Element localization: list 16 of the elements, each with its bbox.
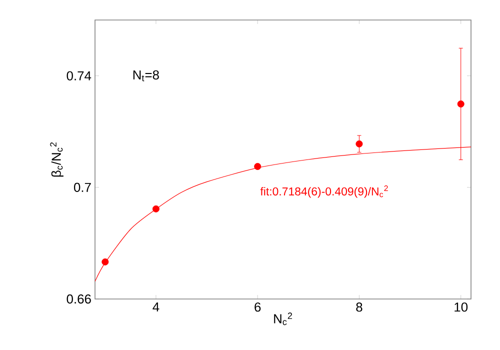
- annotation: fit:0.7184(6)-0.409(9)/N$_{c}$2: [260, 185, 388, 198]
- point: [457, 100, 464, 108]
- x-tick-label: 8: [356, 302, 362, 312]
- y-tick-label: 0.7: [74, 182, 91, 192]
- x-axis-title: N$_{c}$2: [274, 312, 292, 326]
- x-tick-label: 6: [254, 302, 261, 312]
- point: [356, 140, 363, 148]
- y-tick-label: 0.66: [66, 294, 91, 304]
- x-tick-label: 4: [152, 302, 160, 312]
- point: [102, 258, 109, 266]
- point: [254, 162, 262, 170]
- point: [152, 205, 160, 212]
- y-axis-title: β$_{c}$/N$_{c}$2: [50, 142, 64, 177]
- annotation: N$_{t}$=8: [133, 70, 159, 82]
- y-tick-label: 0.74: [66, 71, 92, 80]
- x-tick-label: 10: [454, 302, 468, 312]
